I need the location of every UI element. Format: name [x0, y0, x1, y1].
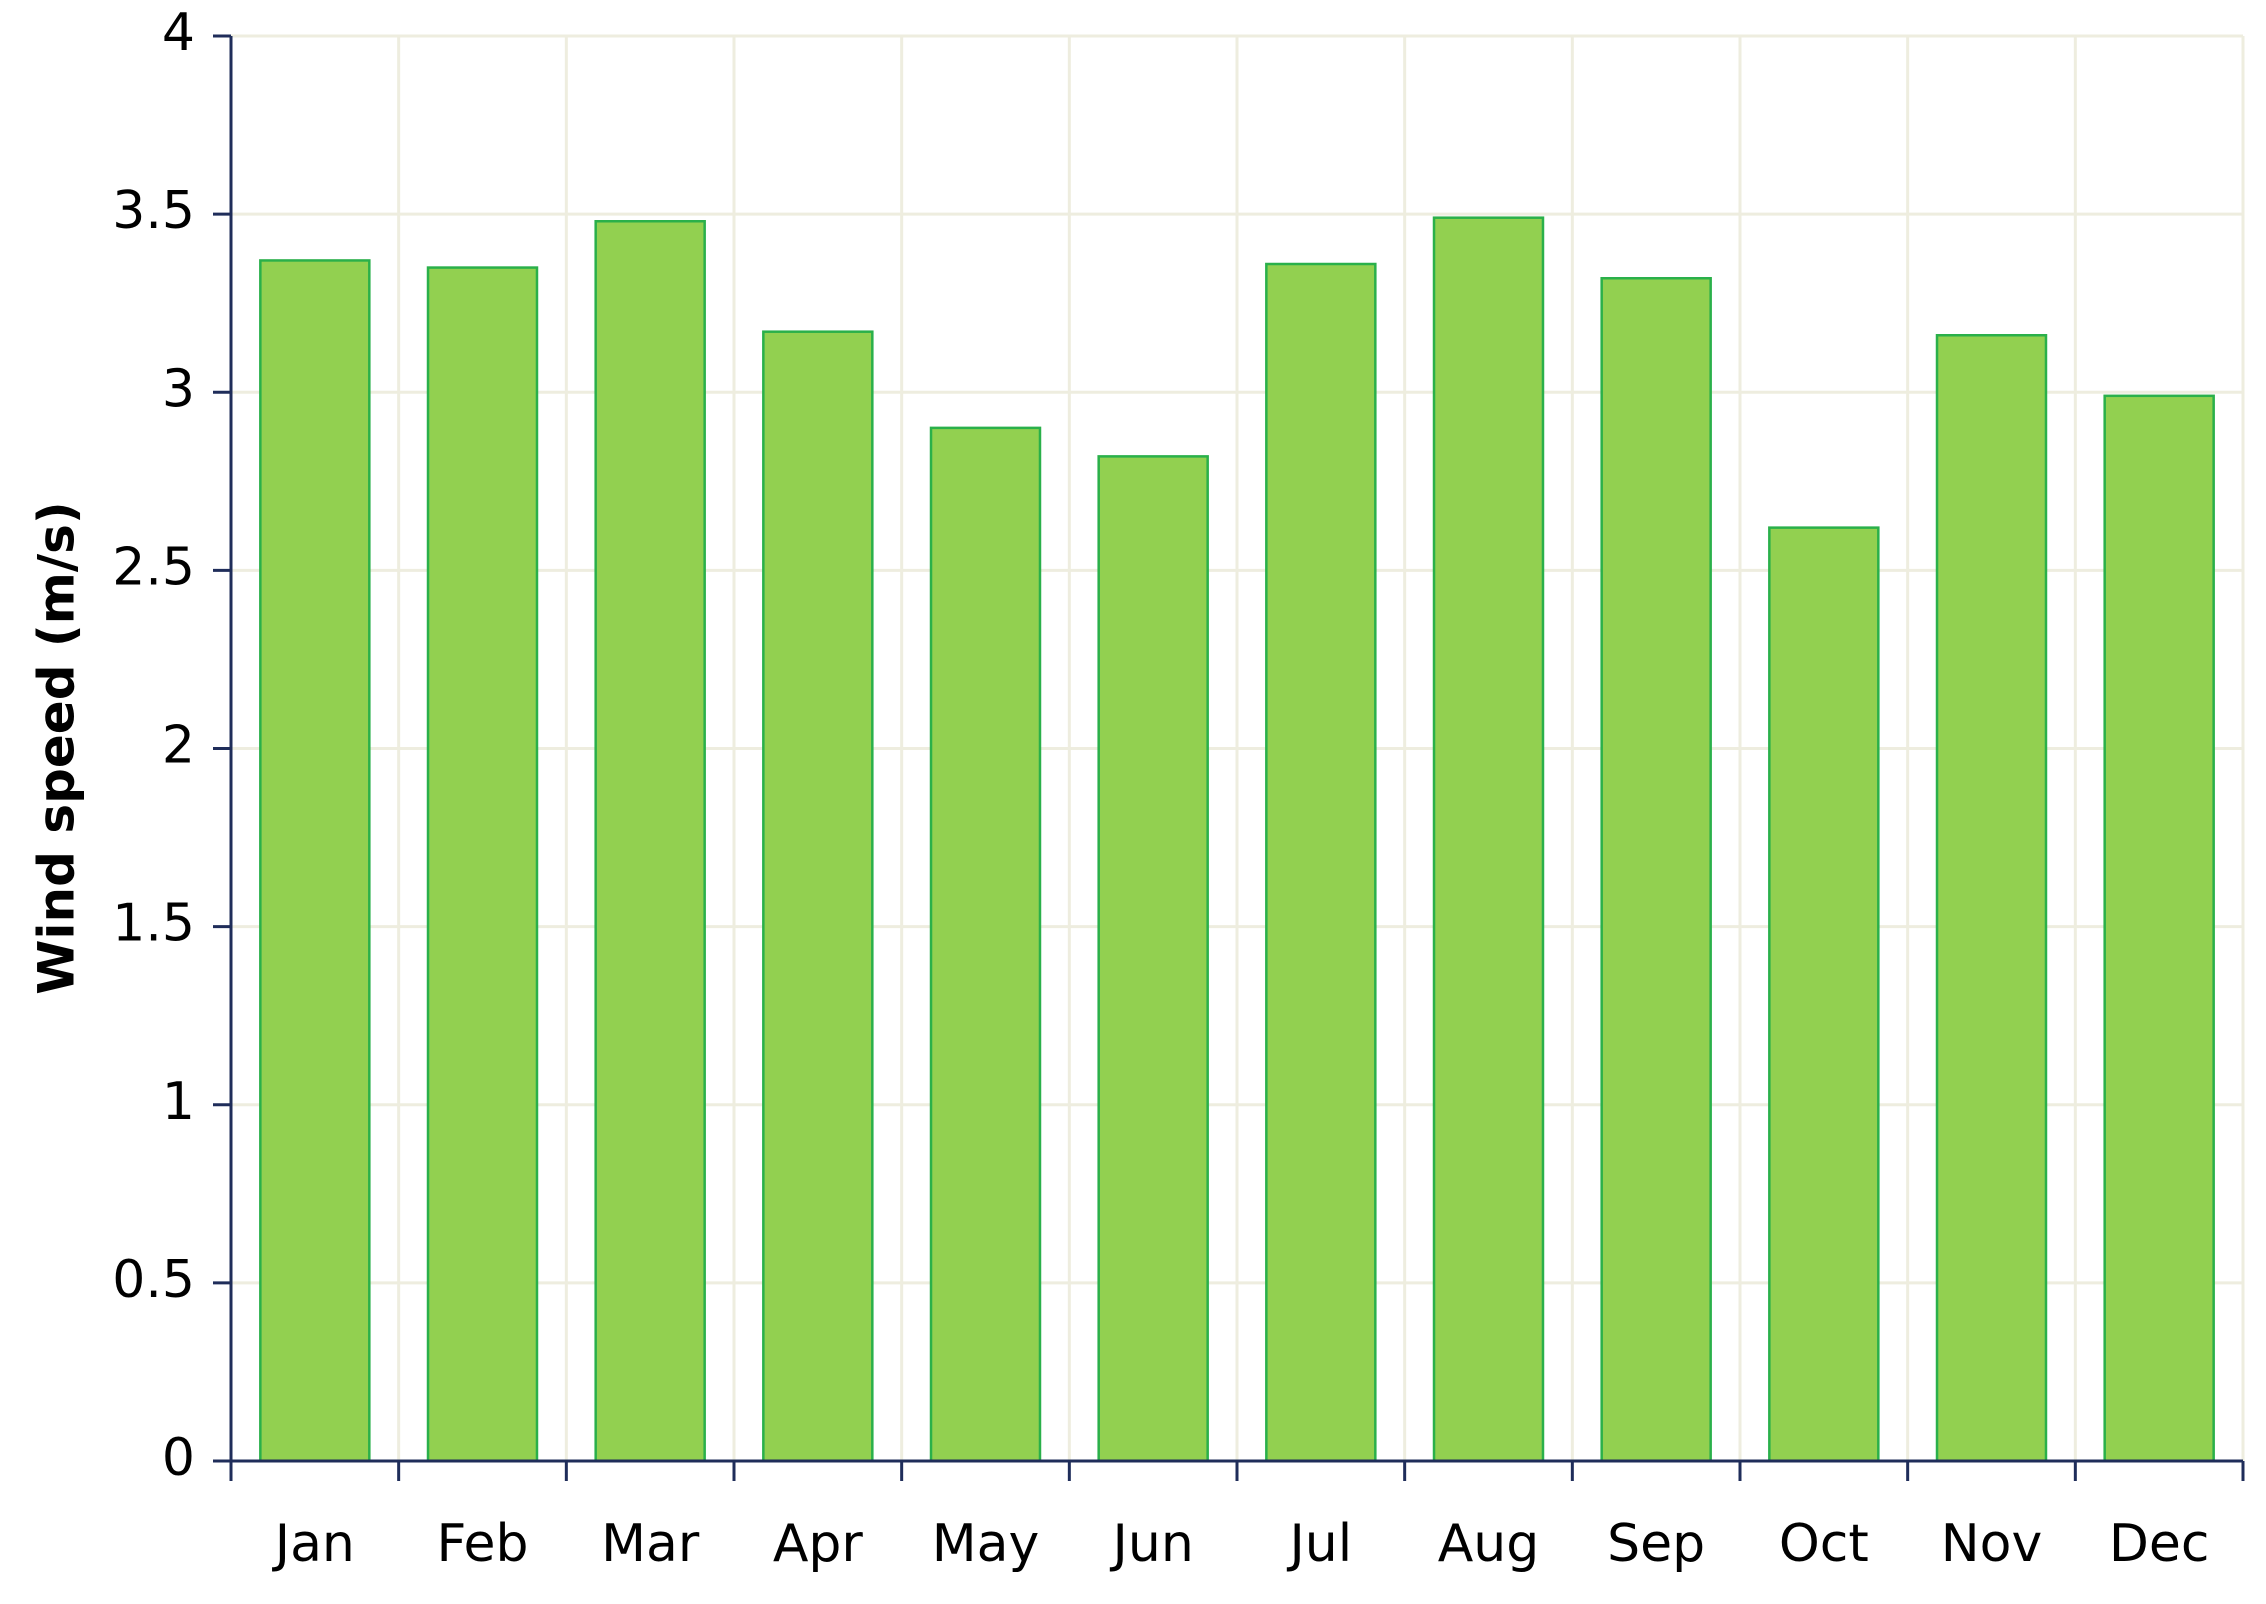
bar [1432, 216, 1545, 1463]
y-tick-label: 1.5 [112, 894, 195, 954]
bar [259, 259, 371, 1463]
bar [1768, 526, 1880, 1463]
x-tick-label: Jul [1286, 1514, 1352, 1574]
y-axis-label: Wind speed (m/s) [28, 501, 86, 994]
x-tick-label: May [932, 1514, 1040, 1574]
y-tick-label: 3.5 [112, 181, 195, 241]
x-tick-label: Jun [1110, 1514, 1194, 1574]
y-tick-label: 2 [162, 716, 195, 776]
bar [1265, 262, 1377, 1463]
x-tick-label: Apr [773, 1514, 864, 1574]
x-tick-label: Dec [2109, 1514, 2210, 1574]
x-tick-label: Jan [272, 1514, 355, 1574]
bar [1600, 277, 1712, 1463]
bar [2103, 394, 2215, 1463]
bar [1097, 455, 1209, 1463]
y-tick-label: 0 [162, 1428, 195, 1488]
y-tick-label: 4 [162, 3, 195, 63]
y-tick-label: 0.5 [112, 1250, 195, 1310]
bar [1935, 334, 2048, 1463]
bar [594, 220, 706, 1463]
bar [929, 426, 1042, 1463]
x-tick-label: Aug [1438, 1514, 1540, 1574]
y-tick-label: 1 [162, 1072, 195, 1132]
bar [762, 330, 874, 1463]
bar [426, 266, 539, 1463]
x-tick-label: Nov [1941, 1514, 2043, 1574]
y-tick-label: 3 [162, 359, 195, 419]
x-tick-label: Oct [1779, 1514, 1869, 1574]
y-tick-label: 2.5 [112, 537, 195, 597]
x-tick-label: Feb [436, 1514, 528, 1574]
x-tick-label: Mar [601, 1514, 700, 1574]
x-tick-label: Sep [1607, 1514, 1705, 1574]
